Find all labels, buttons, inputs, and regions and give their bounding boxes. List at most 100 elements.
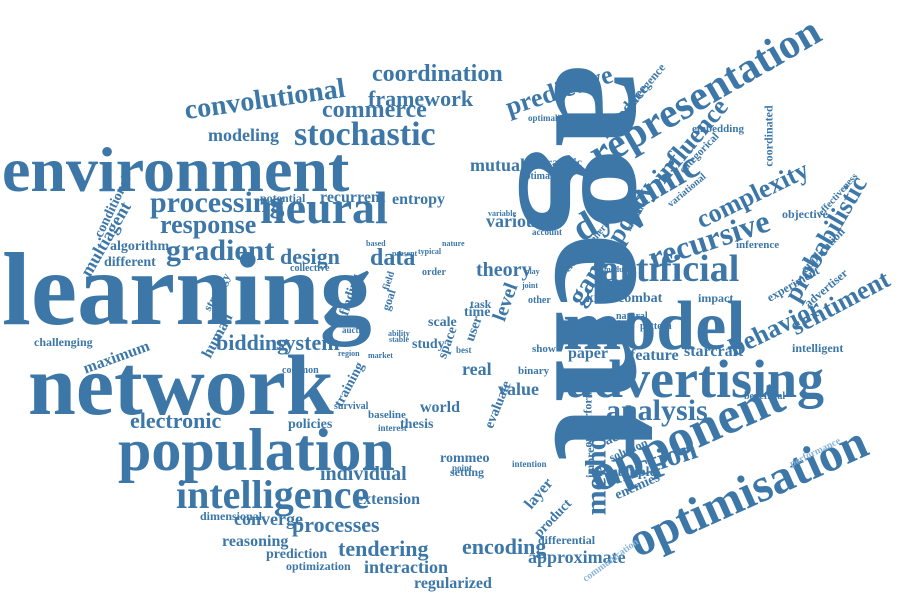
word-70: potential (260, 191, 306, 205)
word-75: setting (450, 465, 484, 479)
word-108: objective (782, 207, 828, 221)
word-23: analysis (606, 394, 708, 427)
word-147: intention (512, 459, 547, 469)
word-39: theory (476, 259, 532, 281)
word-128: common (282, 365, 319, 376)
word-74: rommeo (440, 451, 490, 466)
word-72: thesis (400, 417, 434, 432)
word-83: impact (698, 291, 734, 305)
word-141: typical (418, 247, 442, 256)
word-51: various (486, 211, 544, 231)
word-111: inference (736, 239, 780, 251)
word-81: know (586, 291, 619, 306)
word-82: combat (618, 291, 663, 306)
word-44: regularized (414, 575, 492, 592)
word-79: task (470, 297, 492, 311)
word-119: variable (488, 209, 516, 218)
word-114: scenario (584, 317, 627, 331)
word-14: stochastic (294, 116, 436, 153)
word-90: layer (521, 474, 557, 513)
word-21: framework (368, 86, 474, 111)
word-19: coordination (372, 61, 503, 87)
word-55: feature (630, 347, 679, 364)
word-130: survival (334, 401, 369, 412)
word-36: system (276, 330, 340, 355)
word-151: ability (388, 329, 410, 338)
word-40: processes (292, 512, 380, 537)
word-45: approximate (528, 547, 626, 567)
word-85: beneficial (744, 391, 786, 402)
word-56: starcraft (684, 343, 744, 360)
word-125: auction (342, 325, 371, 335)
word-133: point (452, 463, 473, 473)
word-84: intelligent (792, 341, 844, 355)
word-149: joint (522, 281, 538, 290)
word-3: environment (2, 134, 350, 205)
word-103: embedding (692, 123, 744, 135)
word-98: strategic (538, 155, 582, 169)
word-69: entropy (392, 191, 446, 208)
word-134: best (456, 345, 472, 355)
word-150: stable (389, 335, 409, 344)
word-145: field (380, 270, 398, 292)
word-122: collective (290, 263, 330, 274)
word-2: network (28, 337, 334, 433)
word-49: modeling (208, 125, 280, 145)
word-53: real (462, 359, 492, 379)
word-146: other (528, 295, 551, 306)
word-118: account (532, 227, 562, 237)
word-41: tendering (338, 536, 429, 561)
word-121: module (604, 265, 630, 274)
word-131: baseline (368, 409, 406, 421)
word-76: study (412, 337, 445, 352)
word-71: policies (288, 417, 333, 432)
word-5: population (118, 417, 395, 483)
word-127: market (368, 351, 393, 360)
word-99: optimal (520, 171, 553, 182)
word-16: processing (150, 186, 285, 219)
word-132: interest (378, 423, 407, 433)
word-135: show (532, 343, 556, 355)
word-52: value (498, 379, 540, 399)
word-105: coordinated (761, 105, 776, 167)
word-95: evaluate (482, 378, 515, 431)
word-88: multiple (606, 465, 656, 480)
word-107: natural (616, 311, 648, 322)
word-60: reasoning (222, 533, 289, 550)
word-6: advertising (566, 349, 825, 409)
word-12: artificial (600, 248, 740, 290)
word-126: region (338, 349, 360, 358)
word-92: differential (538, 533, 596, 547)
word-35: bidding (216, 330, 289, 355)
word-42: encoding (462, 534, 547, 559)
word-59: challenging (34, 335, 93, 349)
word-139: based (366, 239, 386, 248)
word-20: commerce (322, 97, 427, 123)
word-1: learning (2, 232, 372, 347)
word-7: neural (260, 182, 388, 233)
word-34: electronic (130, 408, 222, 433)
word-100: optimality (528, 113, 568, 123)
word-4: model (563, 288, 746, 365)
word-43: interaction (364, 557, 448, 577)
word-115: pattern (640, 321, 672, 332)
word-67: different (104, 255, 156, 270)
word-50: mutual (470, 155, 526, 175)
word-97: impression (582, 422, 597, 478)
word-66: algorithm (110, 239, 170, 254)
word-148: play (525, 267, 540, 276)
word-68: recurrent (320, 189, 386, 206)
word-140: present (392, 249, 418, 258)
word-138: space (435, 324, 461, 361)
word-11: intelligence (176, 472, 370, 517)
word-17: gradient (166, 234, 275, 267)
word-37: design (280, 244, 340, 269)
word-46: individual (320, 463, 407, 485)
word-136: binary (518, 365, 550, 377)
word-143: order (422, 267, 446, 278)
word-77: scale (428, 315, 457, 330)
word-18: response (160, 210, 257, 239)
word-144: goal (378, 287, 399, 313)
word-80: level (488, 279, 523, 325)
